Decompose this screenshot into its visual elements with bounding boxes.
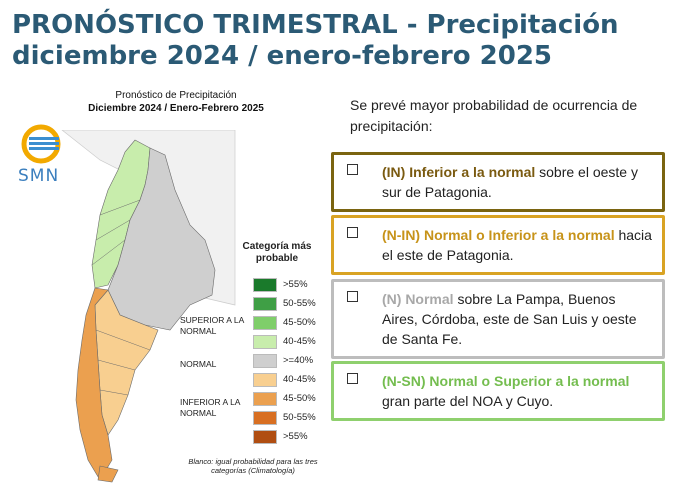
category-description: gran parte del NOA y Cuyo.: [382, 393, 554, 409]
legend-group-normal: NORMAL: [180, 359, 217, 369]
logo-text: SMN: [18, 166, 60, 186]
checkbox-bullet-icon: [347, 164, 358, 175]
map-caption: Blanco: igual probabilidad para las tres…: [188, 457, 318, 475]
forecast-box-n-sn: (N-SN) Normal o Superior a la normal gra…: [331, 361, 665, 421]
precipitation-map: [61, 130, 236, 483]
checkbox-bullet-icon: [347, 227, 358, 238]
legend-label: >=40%: [283, 355, 314, 366]
legend-swatch: [253, 278, 277, 292]
map-title-line-1: Pronóstico de Precipitación: [115, 90, 237, 101]
forecast-box-in: (IN) Inferior a la normal sobre el oeste…: [331, 152, 665, 212]
map-title-line-2: Diciembre 2024 / Enero-Febrero 2025: [88, 103, 264, 114]
map-title: Pronóstico de Precipitación Diciembre 20…: [60, 89, 292, 115]
title-line-2: diciembre 2024 / enero-febrero 2025: [12, 41, 553, 71]
category-description: hacia el este de Patagonia.: [382, 227, 652, 263]
legend-label: 45-50%: [283, 317, 316, 328]
legend-swatch: [253, 392, 277, 406]
forecast-box-n-in: (N-IN) Normal o Inferior a la normal hac…: [331, 215, 665, 275]
legend-label: 50-55%: [283, 298, 316, 309]
page-title: PRONÓSTICO TRIMESTRAL - Precipitación di…: [12, 10, 662, 72]
category-label: (N-SN) Normal o Superior a la normal: [382, 373, 630, 389]
legend-label: >55%: [283, 279, 308, 290]
legend-label: >55%: [283, 431, 308, 442]
intro-text: Se prevé mayor probabilidad de ocurrenci…: [350, 97, 638, 134]
forecast-box-n: (N) Normal sobre La Pampa, Buenos Aires,…: [331, 279, 665, 359]
legend-swatch: [253, 297, 277, 311]
legend-swatch: [253, 430, 277, 444]
checkbox-bullet-icon: [347, 291, 358, 302]
legend-swatch: [253, 354, 277, 368]
checkbox-bullet-icon: [347, 373, 358, 384]
category-description: sobre el oeste y sur de Patagonia.: [382, 164, 638, 200]
category-label: (N-IN) Normal o Inferior a la normal: [382, 227, 615, 243]
category-label: (N) Normal: [382, 291, 454, 307]
legend-label: 50-55%: [283, 412, 316, 423]
legend-group-superior: SUPERIOR A LA NORMAL: [180, 315, 244, 336]
legend-title: Categoría más probable: [242, 241, 312, 264]
title-line-1: PRONÓSTICO TRIMESTRAL - Precipitación: [12, 10, 619, 40]
legend-group-inferior: INFERIOR A LA NORMAL: [180, 397, 240, 418]
legend-swatch: [253, 316, 277, 330]
legend-swatch: [253, 373, 277, 387]
legend-label: 45-50%: [283, 393, 316, 404]
legend-swatch: [253, 411, 277, 425]
category-description: sobre La Pampa, Buenos Aires, Córdoba, e…: [382, 291, 637, 347]
legend-label: 40-45%: [283, 374, 316, 385]
category-label: (IN) Inferior a la normal: [382, 164, 536, 180]
legend-swatch: [253, 335, 277, 349]
smn-logo-icon: [21, 124, 61, 164]
legend-label: 40-45%: [283, 336, 316, 347]
